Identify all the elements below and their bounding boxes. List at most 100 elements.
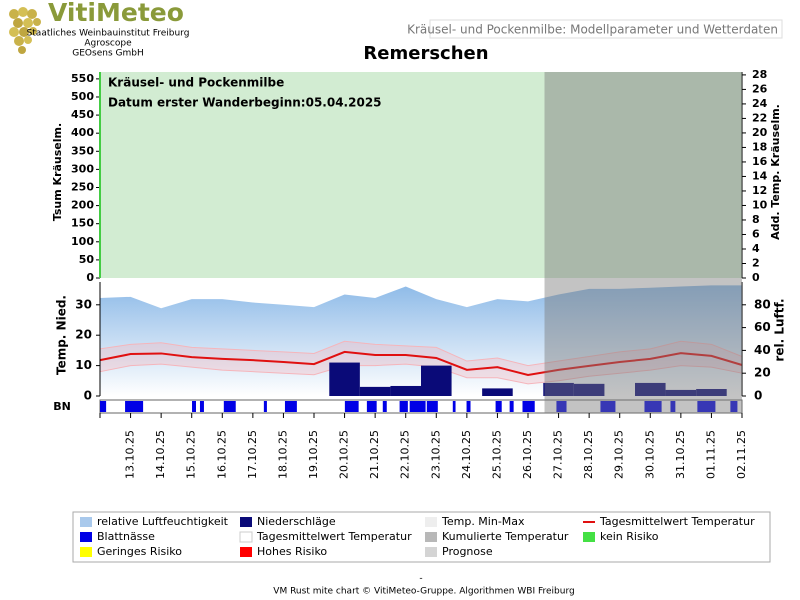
precip-bar bbox=[573, 383, 605, 396]
leaf-wetness bbox=[644, 401, 662, 412]
leaf-wetness-label: BN bbox=[53, 400, 71, 413]
y2-tick-label: 20 bbox=[754, 366, 771, 380]
y-tick-label: 30 bbox=[75, 297, 92, 311]
y-tick-label: 10 bbox=[75, 358, 92, 372]
legend-swatch bbox=[425, 547, 437, 557]
y-tick-label: 450 bbox=[71, 108, 94, 121]
y2-tick-label: 0 bbox=[754, 389, 762, 403]
legend-swatch bbox=[80, 532, 92, 542]
precip-bar bbox=[421, 365, 452, 396]
leaf-wetness bbox=[125, 401, 144, 412]
legend-swatch bbox=[583, 532, 595, 542]
legend-label: kein Risiko bbox=[600, 530, 659, 543]
y2-tick-label: 22 bbox=[752, 111, 767, 124]
leaf-wetness bbox=[284, 401, 297, 412]
x-tick-label: 27.10.25 bbox=[552, 430, 565, 479]
x-tick-label: 17.10.25 bbox=[246, 430, 259, 479]
precip-bar bbox=[329, 362, 360, 396]
legend-label: Blattnässe bbox=[97, 530, 155, 543]
logo-text: VitiMeteo bbox=[48, 0, 184, 27]
y-tick-label: 20 bbox=[75, 328, 92, 342]
leaf-wetness bbox=[556, 401, 567, 412]
y2-tick-label: 28 bbox=[752, 68, 767, 81]
leaf-wetness bbox=[223, 401, 236, 412]
precip-bar bbox=[635, 382, 666, 396]
x-tick-label: 15.10.25 bbox=[185, 430, 198, 479]
x-tick-label: 31.10.25 bbox=[674, 430, 687, 479]
leaf-wetness bbox=[366, 401, 377, 412]
legend-swatch bbox=[240, 547, 252, 557]
subtitle-box bbox=[429, 19, 783, 39]
y2-tick-label: 40 bbox=[754, 343, 771, 357]
x-tick-label: 25.10.25 bbox=[490, 430, 503, 479]
y-tick-label: 300 bbox=[71, 162, 94, 175]
x-tick-label: 28.10.25 bbox=[582, 430, 595, 479]
footer-dash: - bbox=[419, 574, 422, 584]
precip-bar bbox=[359, 386, 391, 396]
annotation: Datum erster Wanderbeginn:05.04.2025 bbox=[108, 96, 382, 110]
y-tick-label: 200 bbox=[71, 199, 94, 212]
leaf-wetness bbox=[263, 401, 267, 412]
y-tick-label: 150 bbox=[71, 217, 94, 230]
y2-tick-label: 18 bbox=[752, 140, 767, 153]
y2-tick-label: 12 bbox=[752, 184, 767, 197]
org: Staatliches Weinbauinstitut Freiburg bbox=[27, 29, 190, 39]
y-tick-label: 0 bbox=[84, 389, 92, 403]
legend-swatch bbox=[425, 517, 437, 527]
y2-tick-label: 26 bbox=[752, 82, 768, 95]
leaf-wetness bbox=[382, 401, 387, 412]
forecast-overlay bbox=[544, 72, 742, 413]
leaf-wetness bbox=[509, 401, 514, 412]
y-axis-label: Temp. Nied. bbox=[55, 295, 69, 375]
legend-swatch bbox=[239, 531, 253, 543]
x-tick-label: 18.10.25 bbox=[276, 430, 289, 479]
x-tick-label: 13.10.25 bbox=[124, 430, 137, 479]
precip-bar bbox=[482, 388, 513, 396]
x-tick-label: 01.11.25 bbox=[704, 430, 717, 479]
leaf-wetness bbox=[452, 401, 456, 412]
legend-label: Prognose bbox=[442, 545, 493, 558]
x-tick-label: 30.10.25 bbox=[643, 430, 656, 479]
x-tick-label: 14.10.25 bbox=[154, 430, 167, 479]
y2-tick-label: 8 bbox=[752, 213, 760, 226]
risk-background bbox=[100, 72, 742, 278]
footer: VM Rust mite chart © VitiMeteo-Gruppe. A… bbox=[273, 587, 574, 597]
x-tick-label: 29.10.25 bbox=[613, 430, 626, 479]
y2-tick-label: 14 bbox=[752, 169, 768, 182]
legend-label: Temp. Min-Max bbox=[441, 515, 525, 528]
precip-bar bbox=[696, 389, 727, 396]
y-tick-label: 500 bbox=[71, 90, 94, 103]
leaf-wetness bbox=[495, 401, 502, 412]
y-tick-label: 250 bbox=[71, 180, 94, 193]
x-tick-label: 16.10.25 bbox=[215, 430, 228, 479]
temp-mean-line bbox=[99, 350, 743, 377]
leaf-wetness bbox=[409, 401, 426, 412]
x-tick-label: 22.10.25 bbox=[399, 430, 412, 479]
x-tick-label: 21.10.25 bbox=[368, 430, 381, 479]
legend-label: Niederschläge bbox=[257, 515, 336, 528]
leaf-wetness bbox=[670, 401, 676, 412]
leaf-wetness bbox=[199, 401, 204, 412]
legend-label: relative Luftfeuchtigkeit bbox=[97, 515, 229, 528]
precip-bar bbox=[543, 382, 574, 396]
legend-label: Tagesmittelwert Temperatur bbox=[256, 530, 412, 543]
x-tick-label: 24.10.25 bbox=[460, 430, 473, 479]
y2-tick-label: 10 bbox=[752, 198, 768, 211]
legend-label: Kumulierte Temperatur bbox=[442, 530, 569, 543]
y-tick-label: 350 bbox=[71, 144, 94, 157]
x-tick-label: 26.10.25 bbox=[521, 430, 534, 479]
y-tick-label: 50 bbox=[79, 253, 95, 266]
y2-tick-label: 20 bbox=[752, 126, 768, 139]
humidity-area bbox=[100, 285, 742, 396]
y2-tick-label: 4 bbox=[752, 242, 760, 255]
x-tick-label: 02.11.25 bbox=[735, 430, 748, 479]
leaf-wetness bbox=[600, 401, 616, 412]
annotation: Kräusel- und Pockenmilbe bbox=[108, 76, 284, 90]
y2-axis-label: Add. Temp. Kräuselm. bbox=[769, 104, 782, 240]
y2-tick-label: 60 bbox=[754, 320, 771, 334]
y2-tick-label: 24 bbox=[752, 97, 768, 110]
leaf-wetness bbox=[192, 401, 196, 412]
x-tick-label: 23.10.25 bbox=[429, 430, 442, 479]
x-tick-label: 19.10.25 bbox=[307, 430, 320, 479]
